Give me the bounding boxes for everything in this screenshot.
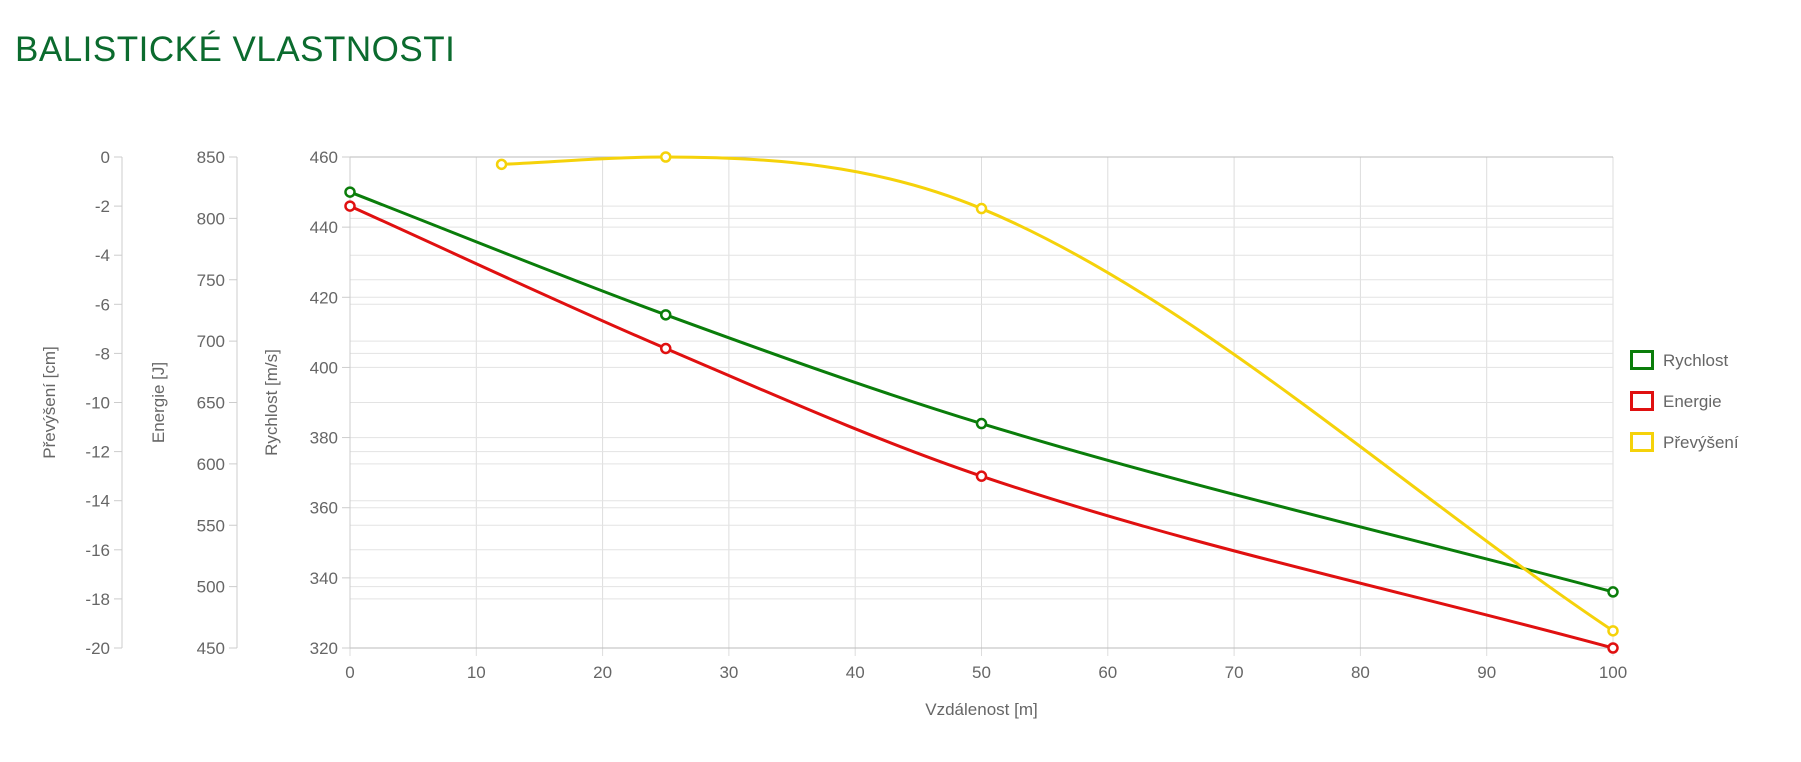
drop-tick-label: -14 [85,492,110,511]
legend-label: Rychlost [1663,351,1728,370]
legend-label: Energie [1663,392,1722,411]
x-tick-label: 10 [467,663,486,682]
x-tick-label: 50 [972,663,991,682]
drop-tick-label: -4 [95,246,110,265]
speed-tick-label: 460 [310,148,338,167]
speed-tick-label: 440 [310,218,338,237]
series-point-0[interactable] [1607,586,1619,598]
legend-swatch [1630,391,1654,411]
legend-swatch [1630,432,1654,452]
legend-swatch [1630,350,1654,370]
grid [349,156,1614,656]
energy-tick-label: 550 [197,516,225,535]
energy-tick-label: 650 [197,394,225,413]
drop-tick-label: -10 [85,394,110,413]
series-point-0[interactable] [975,417,988,430]
x-tick-label: 90 [1477,663,1496,682]
legend-label: Převýšení [1663,433,1739,452]
speed-tick-label: 340 [310,569,338,588]
drop-tick-label: -16 [85,541,110,560]
energy-tick-label: 700 [197,332,225,351]
x-tick-label: 80 [1351,663,1370,682]
energy-tick-label: 850 [197,148,225,167]
series-point-0[interactable] [660,309,672,321]
speed-tick-label: 320 [310,639,338,658]
series-point-2[interactable] [495,158,508,171]
legend-item-2[interactable]: Převýšení [1630,432,1739,452]
x-tick-label: 100 [1599,663,1627,682]
series-point-2[interactable] [975,202,988,215]
drop-tick-label: 0 [101,148,110,167]
series-point-1[interactable] [344,200,356,212]
x-axis-title: Vzdálenost [m] [925,700,1037,719]
x-tick-label: 0 [345,663,354,682]
x-tick-label: 20 [593,663,612,682]
drop-tick-label: -12 [85,443,110,462]
drop-tick-label: -18 [85,590,110,609]
series-point-1[interactable] [660,342,672,355]
series-point-0[interactable] [344,186,356,198]
x-tick-label: 60 [1098,663,1117,682]
legend-item-0[interactable]: Rychlost [1630,350,1729,370]
page-title: BALISTICKÉ VLASTNOSTI [15,30,456,69]
drop-axis-title: Převýšení [cm] [40,346,59,458]
series-point-1[interactable] [975,470,988,482]
speed-tick-label: 360 [310,499,338,518]
series-line-2 [501,155,1614,633]
series-point-1[interactable] [1607,642,1619,654]
speed-tick-label: 400 [310,358,338,377]
axes: 0 10 20 30 40 50 60 70 80 90 100 320 340 360 380 400 420… [40,148,1627,719]
energy-tick-label: 450 [197,639,225,658]
drop-tick-label: -8 [95,344,110,363]
series-line-1 [349,204,1614,650]
drop-tick-label: -2 [95,197,110,216]
energy-tick-label: 800 [197,209,225,228]
legend: Rychlost Energie Převýšení [1630,350,1739,452]
series-point-2[interactable] [1607,625,1619,637]
energy-tick-label: 600 [197,455,225,474]
drop-tick-label: -6 [95,295,110,314]
series-point-2[interactable] [660,151,672,163]
x-tick-label: 40 [846,663,865,682]
energy-tick-label: 500 [197,578,225,597]
series-line-0 [349,190,1614,594]
x-tick-label: 30 [719,663,738,682]
speed-tick-label: 420 [310,288,338,307]
speed-axis-title: Rychlost [m/s] [262,349,281,456]
series [344,151,1619,654]
legend-item-1[interactable]: Energie [1630,391,1722,411]
x-tick-label: 70 [1225,663,1244,682]
energy-axis-title: Energie [J] [149,362,168,443]
drop-tick-label: -20 [85,639,110,658]
energy-tick-label: 750 [197,271,225,290]
speed-tick-label: 380 [310,429,338,448]
